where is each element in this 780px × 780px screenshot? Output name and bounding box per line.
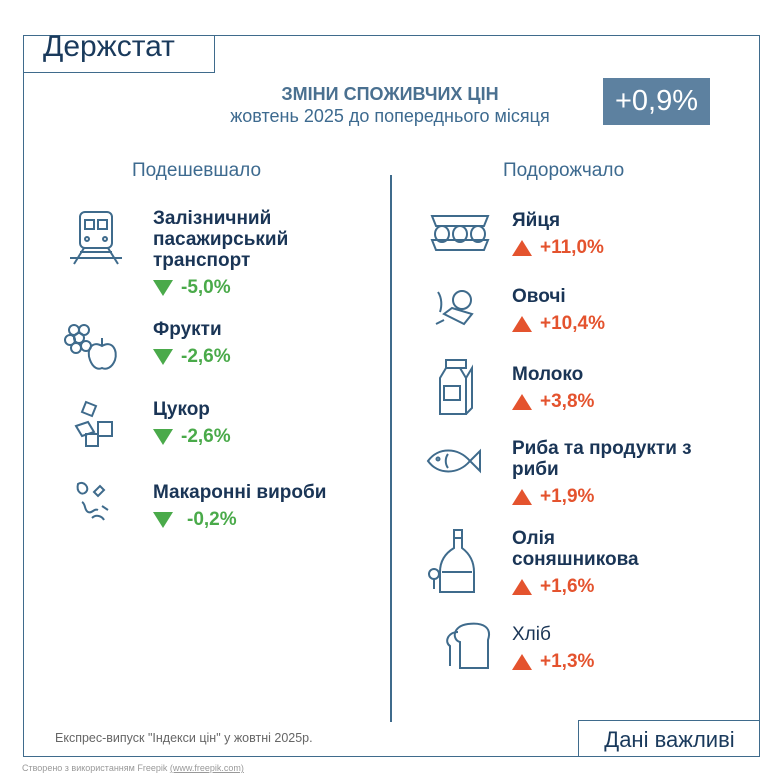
item-value: -0,2% — [187, 509, 237, 530]
item-name: Залізничний пасажирський транспорт — [153, 208, 289, 271]
item-value: -2,6% — [181, 426, 231, 447]
item-value: +3,8% — [540, 391, 595, 412]
item-name: Цукор — [153, 399, 210, 420]
item-change: -2,6% — [153, 346, 231, 368]
list-item: Залізничний пасажирський транспорт -5,0% — [153, 208, 323, 299]
item-value: +1,3% — [540, 651, 595, 672]
oil-bottle-icon — [428, 529, 475, 593]
item-name: Овочі — [512, 286, 566, 307]
arrow-up-icon — [512, 240, 532, 256]
credit-text: Створено з використанням Freepik — [22, 763, 168, 773]
credit-link[interactable]: (www.freepik.com) — [169, 763, 244, 773]
item-change: +1,3% — [512, 651, 594, 673]
arrow-up-icon — [512, 654, 532, 670]
fruits-icon — [64, 324, 117, 370]
list-item: Молоко +3,8% — [512, 364, 594, 413]
item-name: Фрукти — [153, 319, 222, 340]
list-item: Фрукти -2,6% — [153, 319, 231, 368]
arrow-down-icon — [153, 280, 173, 296]
list-item: Олія соняшникова +1,6% — [512, 528, 672, 598]
item-change: +11,0% — [512, 237, 604, 259]
frame — [23, 35, 760, 757]
list-item: Риба та продукти з риби +1,9% — [512, 438, 722, 508]
logo: Держстат — [23, 30, 215, 73]
arrow-up-icon — [512, 316, 532, 332]
arrow-up-icon — [512, 579, 532, 595]
list-item: Цукор -2,6% — [153, 399, 231, 448]
item-value: -5,0% — [181, 277, 231, 298]
item-value: +10,4% — [540, 313, 605, 334]
page-title: ЗМІНИ СПОЖИВЧИХ ЦІН — [281, 84, 499, 104]
bread-icon — [446, 622, 490, 669]
item-value: +11,0% — [540, 237, 604, 258]
item-value: -2,6% — [181, 346, 231, 367]
train-icon — [70, 211, 122, 265]
arrow-up-icon — [512, 394, 532, 410]
sugar-cubes-icon — [74, 400, 113, 447]
fish-icon — [426, 448, 481, 474]
milk-carton-icon — [439, 359, 473, 415]
item-name: Молоко — [512, 364, 584, 385]
total-change-badge: +0,9% — [603, 78, 710, 125]
item-change: -0,2% — [153, 509, 326, 531]
tagline: Дані важливі — [578, 720, 760, 757]
item-change: +1,9% — [512, 486, 722, 508]
arrow-down-icon — [153, 512, 173, 528]
cheaper-heading: Подешевшало — [132, 160, 262, 181]
item-name: Яйця — [512, 210, 561, 231]
item-change: +1,6% — [512, 576, 672, 598]
item-change: -2,6% — [153, 426, 231, 448]
list-item: Овочі +10,4% — [512, 286, 605, 335]
item-change: +3,8% — [512, 391, 594, 413]
credit: Створено з використанням Freepik (www.fr… — [22, 763, 244, 773]
list-item: Яйця +11,0% — [512, 210, 604, 259]
item-name: Макаронні вироби — [153, 482, 327, 503]
item-change: +10,4% — [512, 313, 605, 335]
item-name: Риба та продукти з риби — [512, 438, 692, 480]
item-name: Хліб — [512, 624, 551, 645]
arrow-up-icon — [512, 489, 532, 505]
item-value: +1,9% — [540, 486, 595, 507]
column-divider — [390, 175, 392, 722]
pricier-heading: Подорожчало — [503, 160, 625, 181]
list-item: Макаронні вироби -0,2% — [153, 482, 326, 531]
pasta-icon — [76, 482, 109, 521]
eggs-icon — [430, 215, 490, 251]
list-item: Хліб +1,3% — [512, 624, 594, 673]
arrow-down-icon — [153, 349, 173, 365]
arrow-down-icon — [153, 429, 173, 445]
item-change: -5,0% — [153, 277, 323, 299]
page-subtitle: жовтень 2025 до попереднього місяця — [230, 106, 550, 126]
vegetables-icon — [435, 290, 474, 326]
item-value: +1,6% — [540, 576, 595, 597]
logo-text: Держстат — [43, 30, 175, 63]
item-name: Олія соняшникова — [512, 528, 639, 570]
source-note: Експрес-випуск "Індекси цін" у жовтні 20… — [55, 731, 313, 745]
